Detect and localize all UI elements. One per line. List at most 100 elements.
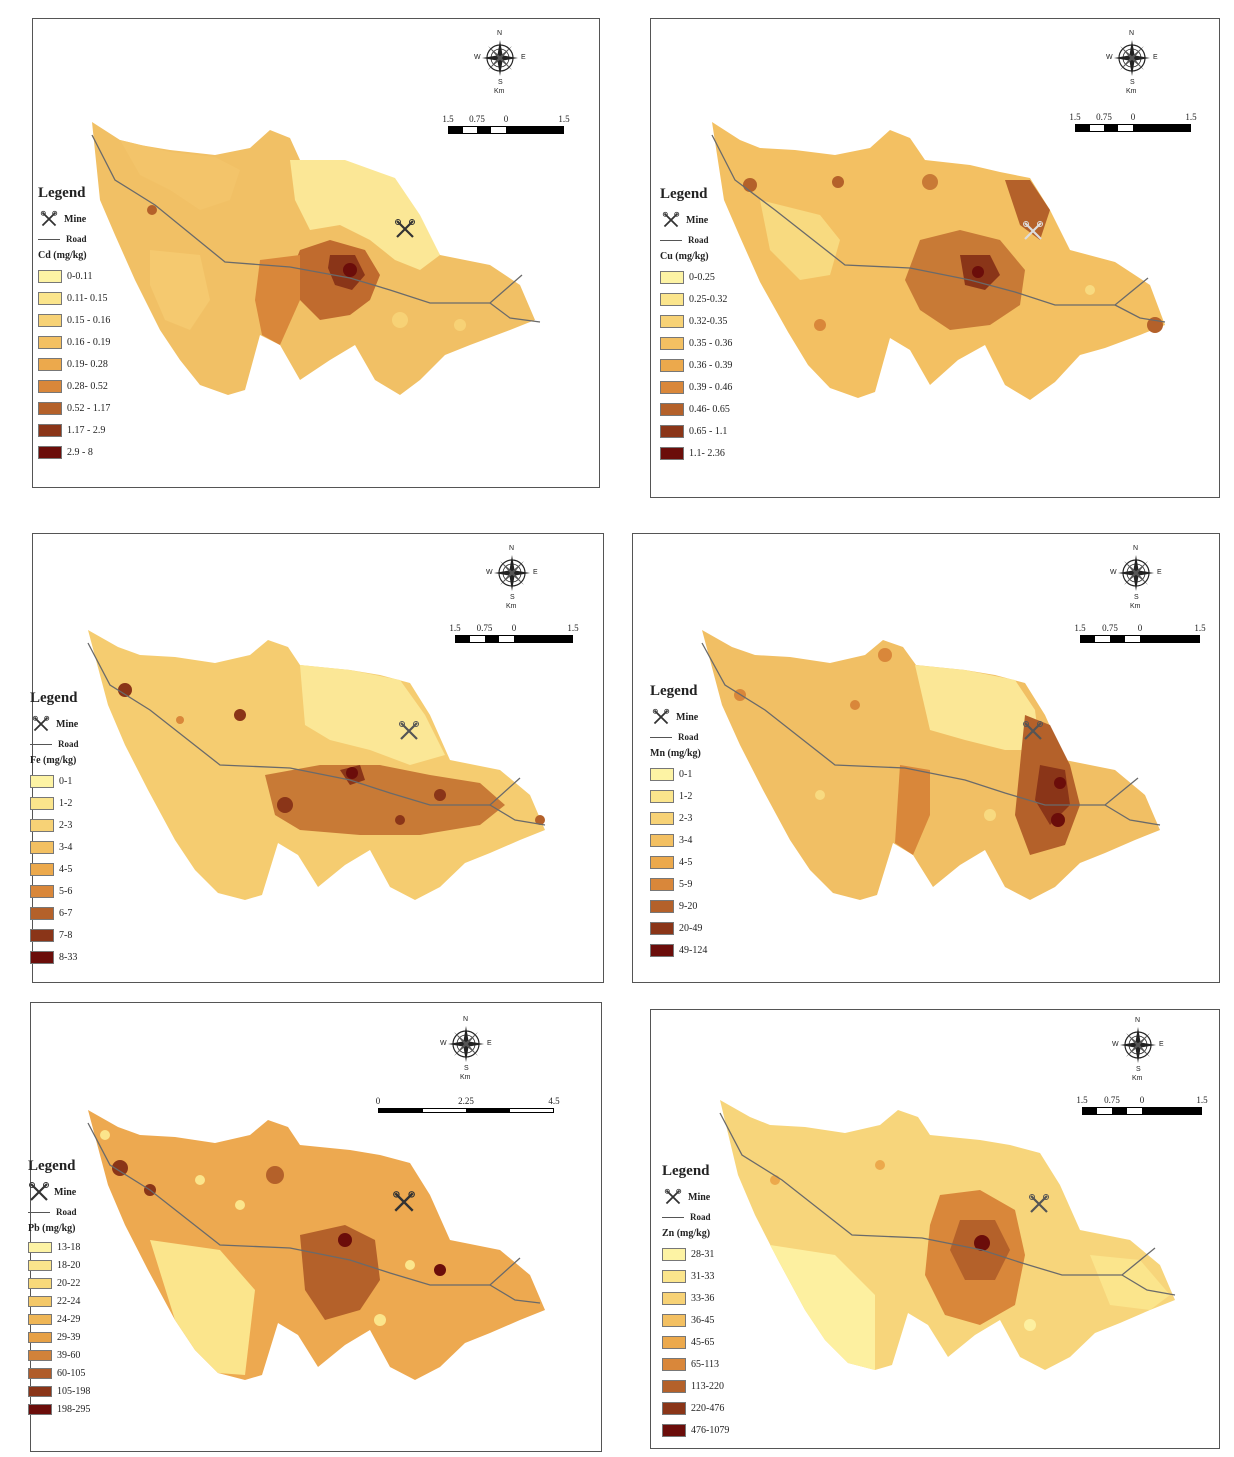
- legend-class: 0.65 - 1.1: [660, 420, 770, 442]
- road-swatch: [30, 743, 52, 745]
- class-swatch: [28, 1295, 52, 1307]
- scale-bar: 1.5 0.75 0 1.5: [1069, 112, 1197, 136]
- spot: [878, 648, 892, 662]
- class-swatch: [28, 1313, 52, 1325]
- hotspot: [338, 1233, 352, 1247]
- scale-label: 0.75: [469, 114, 485, 124]
- class-swatch: [650, 899, 674, 913]
- legend-class: 0.15 - 0.16: [38, 309, 148, 331]
- class-swatch: [660, 424, 684, 438]
- class-swatch: [30, 950, 54, 964]
- class-swatch: [30, 796, 54, 810]
- north-arrow: N W E S Km: [474, 30, 526, 100]
- scale-label: 0: [1130, 112, 1136, 122]
- class-label: 33-36: [691, 1292, 715, 1304]
- class-swatch: [38, 291, 62, 305]
- mine-label: Mine: [54, 1186, 77, 1198]
- spot: [1024, 1319, 1036, 1331]
- spot: [454, 319, 466, 331]
- class-label: 36-45: [691, 1314, 715, 1326]
- class-label: 9-20: [679, 900, 698, 912]
- class-swatch: [28, 1331, 52, 1343]
- map-panel-pb: N W E S Km 0 2.25 4.5 Legend Mine Road Pb …: [0, 990, 610, 1457]
- scale-label: 1.5: [449, 623, 461, 633]
- spot: [405, 1260, 415, 1270]
- compass-e: E: [521, 54, 526, 61]
- road-branch: [489, 1284, 541, 1304]
- legend-road: Road: [662, 1208, 772, 1226]
- legend-class: 476-1079: [662, 1419, 772, 1441]
- spot: [147, 205, 157, 215]
- legend-title: Legend: [38, 185, 86, 201]
- north-arrow: N W E S Km: [1110, 545, 1162, 615]
- legend: Legend Mine Road Cu (mg/kg) 0-0.25 0.25-…: [660, 186, 770, 464]
- compass-n: N: [497, 30, 503, 37]
- compass-e: E: [487, 1040, 492, 1047]
- legend-class: 7-8: [30, 924, 140, 946]
- mine-label: Mine: [56, 718, 79, 730]
- class-swatch: [650, 877, 674, 891]
- map-surface: [711, 122, 1166, 400]
- class-label: 0-1: [59, 775, 73, 787]
- class-swatch: [660, 336, 684, 350]
- road-label: Road: [678, 732, 699, 742]
- legend-class: 1.1- 2.36: [660, 442, 770, 464]
- legend-class: 29-39: [28, 1328, 138, 1346]
- legend-mine: Mine: [30, 713, 140, 735]
- class-swatch: [662, 1269, 686, 1283]
- class-label: 60-105: [57, 1367, 86, 1379]
- legend-class: 3-4: [30, 836, 140, 858]
- zone-light: [915, 665, 1040, 750]
- legend-class: 105-198: [28, 1382, 138, 1400]
- class-swatch: [30, 818, 54, 832]
- scale-label: 0.75: [1102, 623, 1118, 633]
- class-swatch: [662, 1313, 686, 1327]
- class-swatch: [662, 1423, 686, 1437]
- legend-mine: Mine: [660, 209, 770, 231]
- spot: [815, 790, 825, 800]
- legend-class: 24-29: [28, 1310, 138, 1328]
- class-label: 13-18: [57, 1241, 81, 1253]
- legend-class: 45-65: [662, 1331, 772, 1353]
- compass-rose-icon: [482, 40, 518, 76]
- legend-variable: Cd (mg/kg): [38, 250, 87, 261]
- mine-legend-icon: [29, 1182, 49, 1201]
- compass-rose-icon: [448, 1026, 484, 1062]
- class-label: 4-5: [59, 863, 73, 875]
- road-line: [719, 1112, 1156, 1276]
- scale-label: 1.5: [1185, 112, 1197, 122]
- map-surface: [701, 630, 1161, 900]
- class-label: 0-0.25: [689, 271, 715, 283]
- legend-class: 60-105: [28, 1364, 138, 1382]
- legend-variable: Mn (mg/kg): [650, 748, 701, 759]
- hotspot: [974, 1235, 990, 1251]
- hotspot: [277, 797, 293, 813]
- scale-label: 0: [1139, 1095, 1145, 1105]
- class-label: 18-20: [57, 1259, 81, 1271]
- road-branch: [1121, 1274, 1176, 1296]
- legend-class: 198-295: [28, 1400, 138, 1418]
- hotspot: [1051, 813, 1065, 827]
- class-swatch: [660, 402, 684, 416]
- road-label: Road: [58, 739, 79, 749]
- scale-label: 1.5: [1194, 623, 1206, 633]
- legend-class: 220-476: [662, 1397, 772, 1419]
- compass-w: W: [486, 569, 493, 576]
- legend-class: 3-4: [650, 829, 760, 851]
- road-line: [87, 642, 521, 806]
- legend-class: 2-3: [30, 814, 140, 836]
- class-label: 49-124: [679, 944, 708, 956]
- legend: Legend Mine Road Cd (mg/kg) 0-0.11 0.11-…: [38, 185, 148, 463]
- class-swatch: [662, 1357, 686, 1371]
- class-label: 113-220: [691, 1380, 724, 1392]
- spot: [374, 1314, 386, 1326]
- class-swatch: [650, 811, 674, 825]
- scale-label: 0: [375, 1096, 381, 1106]
- mine-symbol-icon: [1029, 1194, 1049, 1213]
- class-swatch: [650, 833, 674, 847]
- mine-symbol-icon: [1023, 721, 1043, 740]
- class-label: 31-33: [691, 1270, 715, 1282]
- mine-label: Mine: [686, 214, 709, 226]
- class-label: 0.32-0.35: [689, 315, 728, 327]
- compass-n: N: [509, 545, 515, 552]
